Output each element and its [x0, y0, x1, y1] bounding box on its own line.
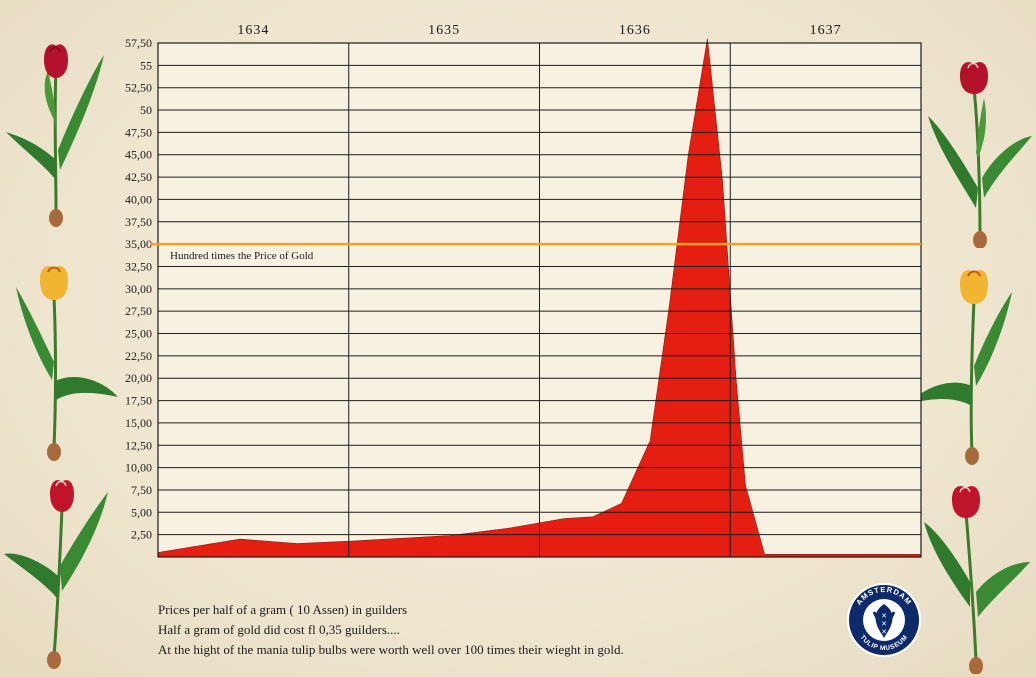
y-tick-label: 30,00: [125, 282, 152, 296]
y-tick-label: 25,00: [125, 327, 152, 341]
note-gold-price: Half a gram of gold did cost fl 0,35 gui…: [158, 622, 400, 637]
y-tick-label: 52,50: [125, 81, 152, 95]
y-tick-label: 17,50: [125, 394, 152, 408]
y-tick-label: 47,50: [125, 125, 152, 139]
gold-reference-label: Hundred times the Price of Gold: [170, 250, 314, 262]
y-tick-label: 35,00: [125, 237, 152, 251]
y-tick-label: 5,00: [131, 505, 152, 519]
y-tick-label: 50: [140, 103, 152, 117]
tulip-illustration: [4, 480, 108, 669]
tulip-illustration: [928, 62, 1032, 248]
note-mania-summary: At the hight of the mania tulip bulbs we…: [158, 642, 624, 657]
museum-logo: ✕ ✕ ✕ AMSTERDAM TULIP MUSEUM: [847, 583, 921, 657]
tulip-illustration: [6, 44, 104, 227]
x-tick-label: 1634: [237, 23, 269, 38]
y-tick-label: 10,00: [125, 461, 152, 475]
chart-notes: Prices per half of a gram ( 10 Assen) in…: [158, 600, 798, 660]
y-tick-label: 15,00: [125, 416, 152, 430]
plot-frame: [157, 42, 922, 558]
y-tick-label: 57,50: [125, 36, 152, 50]
y-tick-label: 22,50: [125, 349, 152, 363]
y-tick-label: 37,50: [125, 215, 152, 229]
note-price-unit: Prices per half of a gram ( 10 Assen) in…: [158, 602, 408, 617]
tulip-illustration: [924, 486, 1030, 674]
svg-text:✕: ✕: [881, 629, 887, 636]
tulip-illustration: [908, 270, 1012, 465]
x-tick-label: 1637: [810, 23, 842, 38]
svg-text:✕: ✕: [881, 613, 887, 620]
y-tick-label: 7,50: [131, 483, 152, 497]
y-tick-label: 2,50: [131, 528, 152, 542]
y-tick-label: 40,00: [125, 192, 152, 206]
x-tick-label: 1636: [619, 23, 651, 38]
y-tick-label: 12,50: [125, 438, 152, 452]
y-tick-label: 42,50: [125, 170, 152, 184]
y-tick-label: 20,00: [125, 371, 152, 385]
y-tick-label: 55: [140, 58, 152, 72]
y-tick-label: 27,50: [125, 304, 152, 318]
y-tick-label: 32,50: [125, 259, 152, 273]
svg-text:✕: ✕: [881, 621, 887, 628]
x-tick-label: 1635: [428, 23, 460, 38]
tulip-illustration: [16, 266, 118, 461]
y-tick-label: 45,00: [125, 148, 152, 162]
